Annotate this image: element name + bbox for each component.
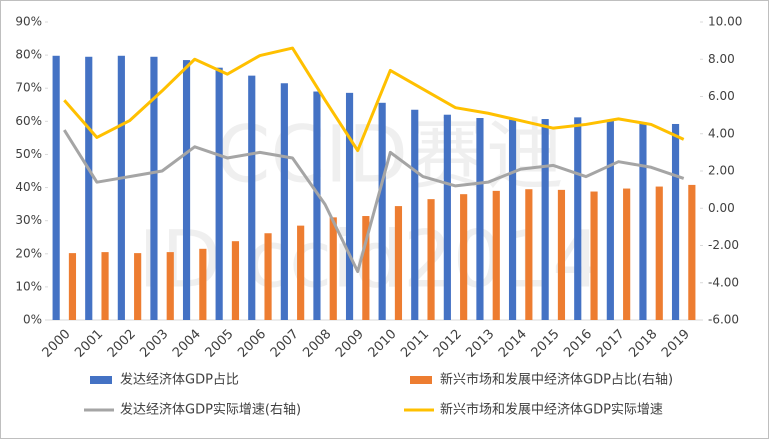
- bar: [541, 119, 549, 320]
- y2-tick-label: 2.00: [708, 164, 735, 178]
- bar: [52, 55, 60, 320]
- bar: [313, 91, 321, 321]
- bar: [166, 252, 174, 320]
- bar: [345, 92, 354, 320]
- y-tick-label: 10%: [15, 279, 42, 293]
- bar: [182, 60, 191, 320]
- y2-tick-label: 10.00: [708, 15, 742, 29]
- bar: [215, 67, 223, 321]
- y2-tick-label: 6.00: [708, 89, 735, 103]
- y-tick-label: 0%: [23, 313, 42, 327]
- bar: [117, 55, 125, 320]
- bar: [362, 216, 370, 320]
- bar: [134, 253, 142, 320]
- y2-tick-label: 4.00: [708, 126, 735, 140]
- legend-swatch: [90, 376, 112, 384]
- legend-label: 发达经济体GDP实际增速(右轴): [120, 402, 301, 418]
- legend-label: 新兴市场和发展中经济体GDP实际增速: [440, 402, 663, 418]
- y2-tick-label: -2.00: [708, 238, 739, 252]
- legend-swatch: [410, 376, 432, 384]
- bar: [590, 191, 598, 320]
- bar: [248, 75, 256, 320]
- bar: [297, 225, 305, 320]
- bar: [378, 102, 386, 321]
- line: [63, 46, 685, 153]
- bar: [68, 253, 77, 320]
- bar: [280, 83, 288, 320]
- y2-tick-label: -6.00: [708, 313, 739, 327]
- bar: [231, 241, 240, 320]
- y-tick-label: 70%: [15, 81, 42, 95]
- bar: [639, 122, 647, 321]
- y2-tick-label: 8.00: [708, 52, 735, 66]
- bar: [525, 189, 533, 320]
- bar: [264, 233, 272, 320]
- legend-label: 发达经济体GDP占比: [120, 372, 239, 388]
- bar: [101, 252, 109, 320]
- y-tick-label: 40%: [15, 180, 42, 194]
- y-tick-label: 50%: [15, 147, 42, 161]
- bar: [329, 217, 337, 320]
- line: [63, 129, 685, 274]
- bar: [394, 206, 403, 320]
- bar: [476, 118, 484, 321]
- bar: [655, 186, 663, 320]
- bar: [557, 189, 566, 320]
- bar: [574, 117, 582, 320]
- y2-tick-label: 0.00: [708, 201, 735, 215]
- bar: [199, 248, 207, 320]
- y-tick-label: 20%: [15, 246, 42, 260]
- y2-tick-label: -4.00: [708, 275, 739, 289]
- y-tick-label: 60%: [15, 114, 42, 128]
- bar: [150, 56, 158, 321]
- bar: [427, 199, 435, 320]
- bar: [411, 109, 419, 320]
- legend-label: 新兴市场和发展中经济体GDP占比(右轴): [440, 372, 673, 388]
- bar: [606, 120, 614, 320]
- bar: [460, 194, 468, 320]
- bar: [671, 123, 680, 320]
- bar: [443, 114, 451, 320]
- y-tick-label: 30%: [15, 213, 42, 227]
- bar: [623, 188, 631, 320]
- bar: [492, 190, 500, 320]
- y-tick-label: 90%: [15, 15, 42, 29]
- y-tick-label: 80%: [15, 48, 42, 62]
- bar: [85, 56, 93, 321]
- bar: [508, 119, 517, 320]
- bar: [688, 184, 696, 320]
